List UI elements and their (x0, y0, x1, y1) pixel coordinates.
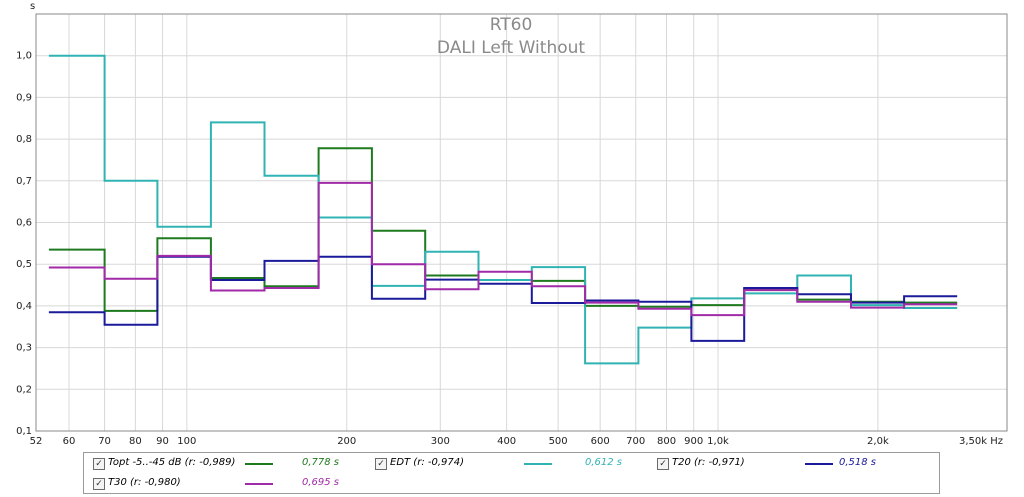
series-line-0 (48, 147, 958, 312)
y-tick-label: 0,4 (16, 301, 32, 312)
x-axis-ticks: 52 60 70 80 90 100 200 300 400 500 600 700 800 900 1,0… (30, 436, 1003, 447)
legend-checkbox-t30[interactable]: ✓ (93, 478, 105, 490)
series-line-3 (48, 181, 958, 317)
y-axis-unit: s (30, 1, 35, 12)
y-tick-label: 0,8 (16, 134, 32, 145)
y-tick-label: 1,0 (16, 51, 32, 62)
y-tick-label: 0,1 (16, 426, 32, 437)
legend-label-edt: EDT (r: -0,974) (390, 457, 465, 468)
legend-checkbox-topt[interactable]: ✓ (93, 458, 105, 470)
x-tick-label: 3,50k Hz (959, 436, 1003, 447)
legend-label-topt: Topt -5..-45 dB (r: -0,989) (108, 457, 236, 468)
x-tick-label: 70 (98, 436, 111, 447)
plot-frame (35, 13, 1008, 432)
chart-subtitle: DALI Left Without (437, 38, 585, 58)
legend-item-topt[interactable]: ✓ Topt -5..-45 dB (r: -0,989) 0,778 s (93, 456, 363, 472)
legend-item-edt[interactable]: ✓ EDT (r: -0,974) 0,612 s (375, 456, 645, 472)
legend-item-t30[interactable]: ✓ T30 (r: -0,980) 0,695 s (93, 476, 363, 492)
x-tick-label: 2,0k (867, 436, 889, 447)
y-tick-label: 0,6 (16, 218, 32, 229)
x-tick-label: 90 (156, 436, 169, 447)
legend-label-t30: T30 (r: -0,980) (108, 477, 181, 488)
series-lines (48, 54, 958, 365)
x-tick-label: 700 (626, 436, 645, 447)
legend-checkbox-edt[interactable]: ✓ (375, 458, 387, 470)
x-tick-label: 60 (63, 436, 76, 447)
legend-swatch-t30 (245, 483, 273, 485)
x-tick-label: 300 (431, 436, 450, 447)
x-tick-label: 500 (549, 436, 568, 447)
legend-value-edt: 0,612 s (585, 457, 623, 468)
y-tick-label: 0,2 (16, 384, 32, 395)
x-tick-label: 52 (30, 436, 43, 447)
legend-swatch-edt (524, 463, 552, 465)
legend-checkbox-t20[interactable]: ✓ (657, 458, 669, 470)
x-tick-label: 100 (177, 436, 196, 447)
x-tick-label: 600 (591, 436, 610, 447)
legend: ✓ Topt -5..-45 dB (r: -0,989) 0,778 s ✓ … (83, 452, 940, 494)
legend-swatch-t20 (805, 463, 833, 465)
legend-item-t20[interactable]: ✓ T20 (r: -0,971) 0,518 s (657, 456, 927, 472)
legend-swatch-topt (245, 463, 273, 465)
x-tick-label: 400 (497, 436, 516, 447)
y-tick-label: 0,5 (16, 259, 32, 270)
x-tick-label: 800 (657, 436, 676, 447)
chart-title: RT60 (490, 15, 533, 35)
x-tick-label: 900 (684, 436, 703, 447)
x-tick-label: 80 (129, 436, 142, 447)
y-axis-ticks: 0,1 0,2 0,3 0,4 0,5 0,6 0,7 0,8 0,9 1,0 (16, 51, 32, 437)
legend-label-t20: T20 (r: -0,971) (672, 457, 745, 468)
series-line-1 (48, 54, 958, 365)
legend-value-t20: 0,518 s (839, 457, 877, 468)
x-tick-label: 200 (337, 436, 356, 447)
y-tick-label: 0,3 (16, 343, 32, 354)
x-tick-label: 1,0k (707, 436, 729, 447)
y-tick-label: 0,7 (16, 176, 32, 187)
grid-lines (36, 14, 1007, 431)
legend-value-topt: 0,778 s (302, 457, 340, 468)
y-tick-label: 0,9 (16, 92, 32, 103)
legend-value-t30: 0,695 s (302, 477, 340, 488)
